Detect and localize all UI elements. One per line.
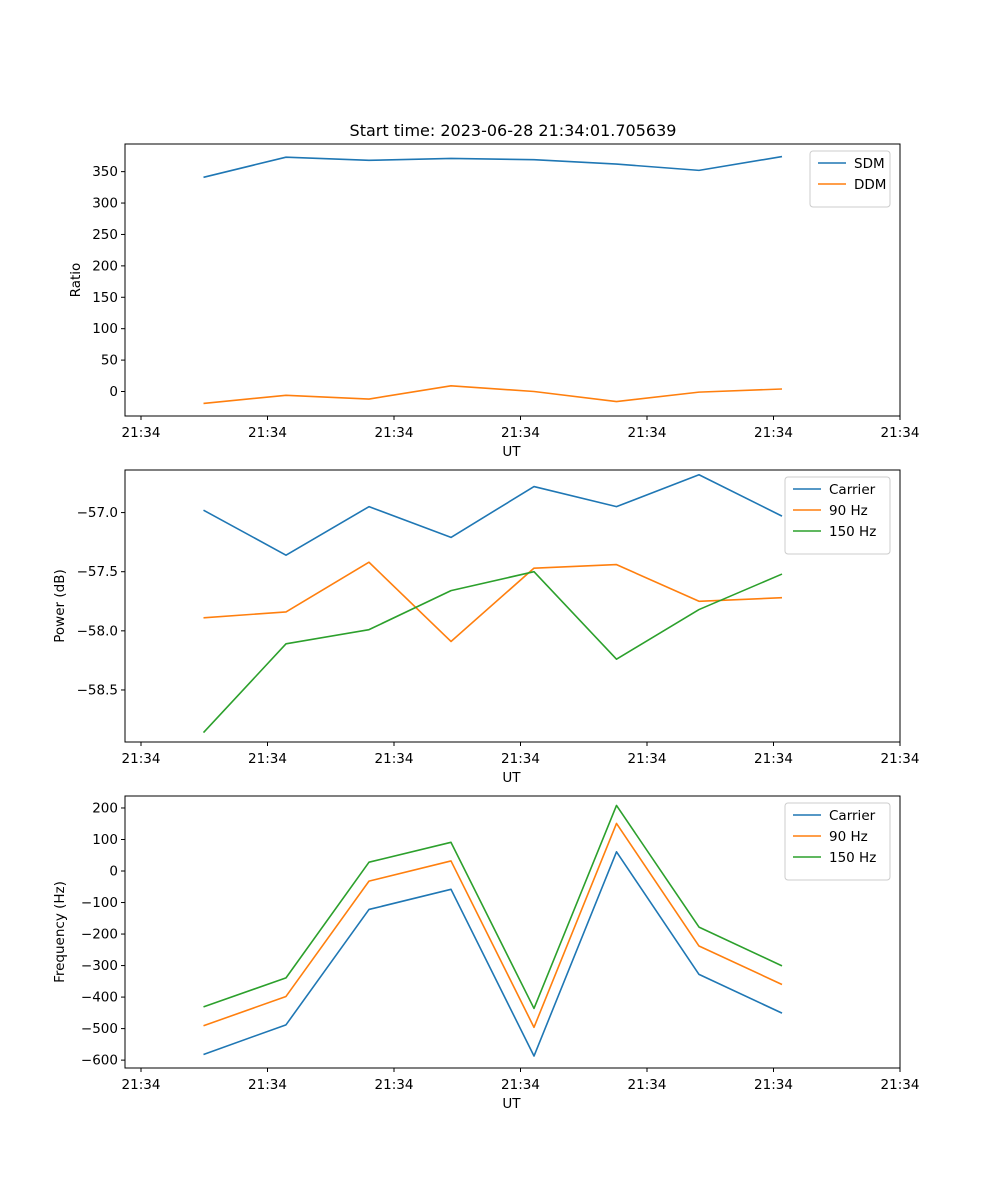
x-tick-label: 21:34 — [754, 751, 793, 767]
axes-frame — [124, 143, 901, 417]
y-tick-label: −600 — [81, 1053, 118, 1069]
figure-title: Start time: 2023-06-28 21:34:01.705639 — [350, 121, 677, 140]
x-tick-label: 21:34 — [122, 1077, 161, 1093]
series-line-carrier — [203, 473, 783, 556]
x-axis-label: UT — [502, 1096, 521, 1112]
x-tick-label: 21:34 — [122, 425, 161, 441]
y-tick-label: −500 — [81, 1021, 118, 1037]
y-tick-label: 50 — [101, 353, 118, 369]
y-tick-label: −57.5 — [77, 564, 118, 580]
legend-label: DDM — [854, 177, 886, 193]
x-tick-label: 21:34 — [881, 425, 920, 441]
subplot-ratio: 0 50 100 150 200 250 300 350 21:34 21:34 21:34 21:3… — [68, 143, 920, 460]
y-tick-label: −57.0 — [77, 505, 118, 521]
x-tick-label: 21:34 — [375, 1077, 414, 1093]
legend-box — [809, 150, 891, 208]
legend-label: 90 Hz — [829, 503, 868, 519]
x-tick-label: 21:34 — [375, 425, 414, 441]
series-line-ddm — [203, 385, 783, 405]
x-tick-label: 21:34 — [501, 1077, 540, 1093]
y-tick-label: 300 — [92, 196, 118, 212]
y-tick-label: 150 — [92, 290, 118, 306]
y-tick-label: 200 — [92, 258, 118, 274]
y-tick-label: −100 — [81, 895, 118, 911]
y-axis-label: Power (dB) — [52, 569, 68, 642]
legend-label: 150 Hz — [829, 524, 876, 540]
x-tick-label: 21:34 — [754, 425, 793, 441]
y-tick-label: −300 — [81, 958, 118, 974]
y-tick-label: −400 — [81, 990, 118, 1006]
x-tick-label: 21:34 — [501, 425, 540, 441]
x-tick-label: 21:34 — [501, 751, 540, 767]
y-tick-label: 200 — [92, 800, 118, 816]
legend-label: 150 Hz — [829, 850, 876, 866]
legend-label: SDM — [854, 156, 885, 172]
series-line-90-hz — [203, 822, 783, 1029]
legend-box — [784, 802, 891, 881]
series-line-sdm — [203, 155, 783, 179]
y-tick-label: 350 — [92, 164, 118, 180]
x-axis-label: UT — [502, 444, 521, 460]
x-tick-label: 21:34 — [628, 751, 667, 767]
series-line-carrier — [203, 850, 783, 1057]
y-tick-label: −58.0 — [77, 623, 118, 639]
series-line-150-hz — [203, 804, 783, 1010]
y-tick-label: 100 — [92, 832, 118, 848]
axes-frame — [124, 795, 901, 1069]
x-tick-label: 21:34 — [375, 751, 414, 767]
x-tick-label: 21:34 — [881, 751, 920, 767]
x-axis-label: UT — [502, 770, 521, 786]
y-axis-label: Frequency (Hz) — [52, 881, 68, 983]
y-tick-label: −58.5 — [77, 682, 118, 698]
y-tick-label: 100 — [92, 321, 118, 337]
series-line-90-hz — [203, 561, 783, 643]
x-tick-label: 21:34 — [881, 1077, 920, 1093]
x-tick-label: 21:34 — [628, 1077, 667, 1093]
subplot-power: −57.0 −57.5 −58.0 −58.5 21:34 21:34 21:34 21:34… — [52, 469, 920, 786]
x-tick-label: 21:34 — [754, 1077, 793, 1093]
y-axis-label: Ratio — [68, 263, 84, 298]
y-tick-label: 0 — [109, 384, 118, 400]
y-tick-label: −200 — [81, 927, 118, 943]
x-tick-label: 21:34 — [628, 425, 667, 441]
x-tick-label: 21:34 — [122, 751, 161, 767]
y-tick-label: 0 — [109, 864, 118, 880]
axes-frame — [124, 469, 901, 743]
legend-box — [784, 476, 891, 555]
x-tick-label: 21:34 — [248, 751, 287, 767]
series-line-150-hz — [202, 570, 783, 734]
legend-label: Carrier — [829, 482, 876, 498]
x-tick-label: 21:34 — [248, 1077, 287, 1093]
y-tick-label: 250 — [92, 227, 118, 243]
x-tick-label: 21:34 — [248, 425, 287, 441]
legend-label: 90 Hz — [829, 829, 868, 845]
legend-label: Carrier — [829, 808, 876, 824]
